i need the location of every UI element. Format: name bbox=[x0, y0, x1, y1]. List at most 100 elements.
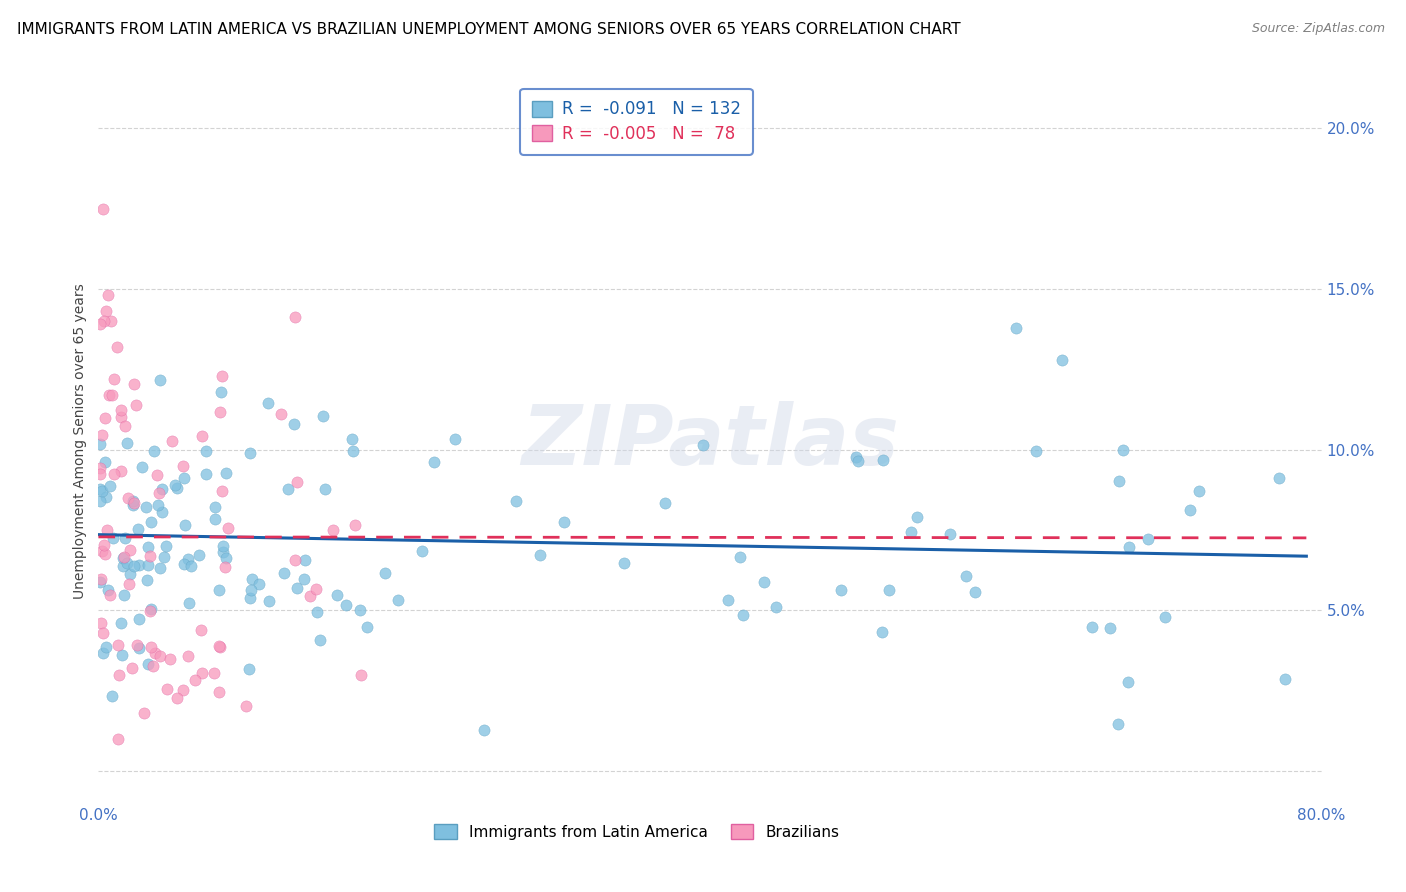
Point bbox=[1098, 621, 1121, 635]
Point bbox=[900, 525, 922, 540]
Point bbox=[613, 556, 636, 570]
Point bbox=[240, 583, 263, 598]
Point bbox=[112, 588, 135, 602]
Point bbox=[283, 417, 305, 431]
Point bbox=[122, 498, 145, 512]
Point bbox=[259, 593, 281, 607]
Point bbox=[728, 549, 751, 564]
Point bbox=[124, 559, 146, 574]
Point bbox=[277, 482, 299, 496]
Point bbox=[1050, 352, 1073, 367]
Point bbox=[177, 552, 200, 566]
Point bbox=[423, 455, 446, 469]
Point bbox=[121, 661, 143, 675]
Point bbox=[139, 604, 162, 618]
Point bbox=[111, 648, 134, 663]
Point bbox=[111, 551, 134, 566]
Point bbox=[307, 605, 329, 619]
Point bbox=[89, 467, 111, 481]
Point bbox=[1081, 620, 1104, 634]
Point bbox=[152, 549, 174, 564]
Point bbox=[110, 410, 132, 425]
Point bbox=[177, 649, 200, 664]
Point bbox=[103, 531, 125, 545]
Point bbox=[98, 479, 121, 493]
Point bbox=[128, 558, 150, 573]
Point bbox=[335, 599, 357, 613]
Point bbox=[114, 419, 136, 434]
Point bbox=[143, 444, 166, 458]
Point bbox=[136, 558, 159, 572]
Point bbox=[191, 428, 214, 442]
Point bbox=[292, 572, 315, 586]
Point bbox=[1178, 503, 1201, 517]
Point bbox=[155, 539, 177, 553]
Point bbox=[184, 673, 207, 688]
Point bbox=[114, 550, 136, 565]
Point bbox=[191, 665, 214, 680]
Point bbox=[211, 484, 233, 499]
Text: ZIPatlas: ZIPatlas bbox=[522, 401, 898, 482]
Point bbox=[111, 559, 134, 574]
Point bbox=[1025, 443, 1047, 458]
Point bbox=[136, 540, 159, 554]
Point bbox=[128, 640, 150, 655]
Point bbox=[94, 640, 117, 654]
Point bbox=[692, 438, 714, 452]
Point bbox=[98, 388, 121, 402]
Legend: Immigrants from Latin America, Brazilians: Immigrants from Latin America, Brazilian… bbox=[427, 818, 846, 846]
Point bbox=[1112, 442, 1135, 457]
Point bbox=[553, 515, 575, 529]
Point bbox=[270, 407, 292, 421]
Point bbox=[100, 314, 122, 328]
Point bbox=[148, 485, 170, 500]
Point bbox=[239, 446, 262, 460]
Y-axis label: Unemployment Among Seniors over 65 years: Unemployment Among Seniors over 65 years bbox=[73, 284, 87, 599]
Point bbox=[159, 652, 181, 666]
Point bbox=[305, 582, 328, 597]
Point bbox=[411, 544, 433, 558]
Point bbox=[89, 575, 111, 590]
Point bbox=[135, 500, 157, 514]
Point bbox=[349, 602, 371, 616]
Point bbox=[128, 612, 150, 626]
Point bbox=[162, 434, 184, 448]
Point bbox=[356, 619, 378, 633]
Point bbox=[98, 588, 121, 602]
Point bbox=[91, 202, 114, 216]
Point bbox=[177, 596, 200, 610]
Point bbox=[101, 689, 124, 703]
Point bbox=[1118, 540, 1140, 554]
Point bbox=[97, 288, 120, 302]
Point bbox=[127, 522, 149, 536]
Point bbox=[830, 582, 852, 597]
Point bbox=[217, 521, 239, 535]
Text: IMMIGRANTS FROM LATIN AMERICA VS BRAZILIAN UNEMPLOYMENT AMONG SENIORS OVER 65 YE: IMMIGRANTS FROM LATIN AMERICA VS BRAZILI… bbox=[17, 22, 960, 37]
Point bbox=[208, 640, 231, 654]
Point bbox=[212, 539, 235, 553]
Point bbox=[107, 731, 129, 746]
Point bbox=[94, 304, 117, 318]
Point bbox=[89, 437, 111, 451]
Point bbox=[188, 549, 211, 563]
Point bbox=[235, 698, 257, 713]
Point bbox=[340, 432, 363, 446]
Point bbox=[122, 494, 145, 508]
Point bbox=[215, 466, 238, 480]
Point bbox=[325, 588, 347, 602]
Point bbox=[1188, 484, 1211, 499]
Point bbox=[211, 368, 233, 383]
Point bbox=[143, 646, 166, 660]
Point bbox=[96, 523, 118, 537]
Point bbox=[166, 481, 188, 495]
Point bbox=[89, 482, 111, 496]
Point bbox=[505, 493, 527, 508]
Point bbox=[103, 372, 125, 386]
Point bbox=[249, 577, 271, 591]
Point bbox=[138, 549, 160, 563]
Point bbox=[343, 518, 366, 533]
Point bbox=[322, 523, 344, 537]
Point bbox=[94, 455, 117, 469]
Point bbox=[94, 490, 117, 504]
Point bbox=[208, 684, 231, 698]
